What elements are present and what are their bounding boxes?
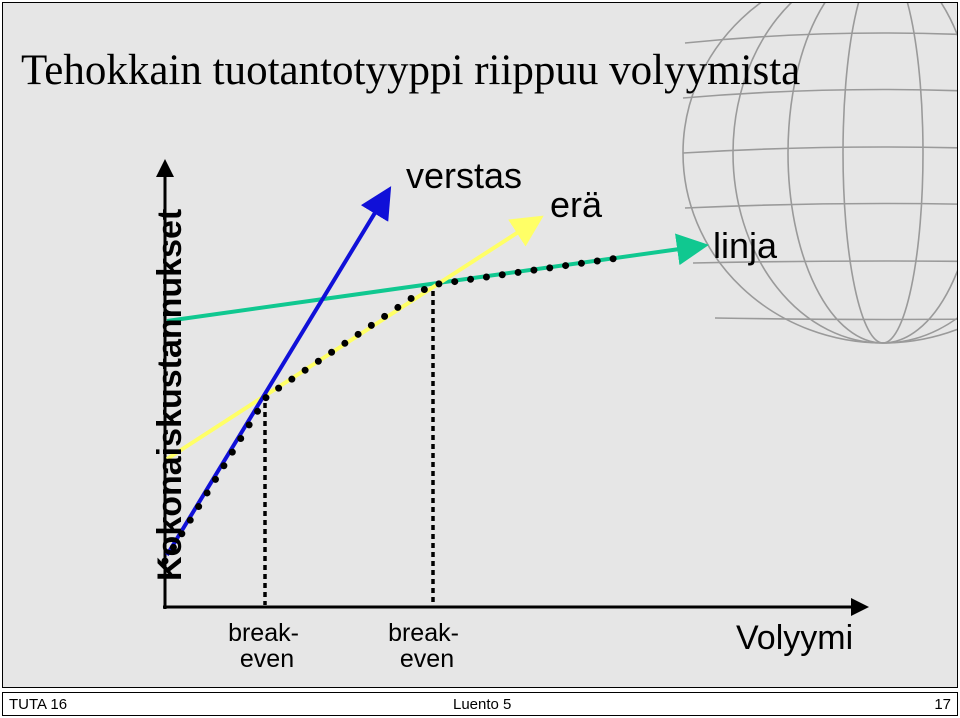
diagram: verstas erä linja break- even break- eve… xyxy=(156,3,957,673)
breakeven-label-2: break- even xyxy=(388,619,466,673)
era-line xyxy=(165,215,544,461)
verstas-line xyxy=(165,186,392,557)
era-label: erä xyxy=(550,184,603,225)
globe-decoration xyxy=(682,3,957,344)
page-title: Tehokkain tuotantotyyppi riippuu volyymi… xyxy=(21,47,801,94)
linja-label: linja xyxy=(713,225,778,266)
minimum-cost-envelope xyxy=(161,253,629,565)
y-axis-label: Kokonaiskustannukset xyxy=(151,208,189,581)
verstas-label: verstas xyxy=(406,155,522,196)
breakeven-label-1: break- even xyxy=(228,619,306,673)
footer-page-number: 17 xyxy=(934,696,951,713)
footer-lecture: Luento 5 xyxy=(453,696,512,713)
slide: verstas erä linja break- even break- eve… xyxy=(2,2,958,688)
footer-course: TUTA 16 xyxy=(9,696,68,713)
x-axis-label: Volyymi xyxy=(736,619,853,657)
footer: TUTA 16 Luento 5 17 xyxy=(2,692,958,716)
